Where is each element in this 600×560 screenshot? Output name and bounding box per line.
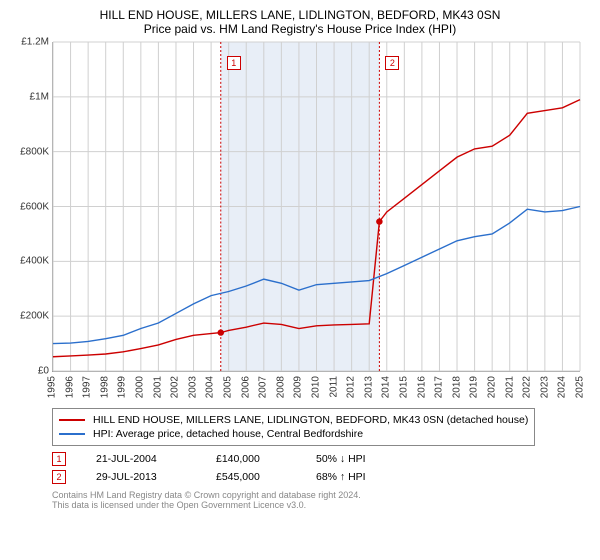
x-tick-label: 2014 bbox=[381, 376, 392, 398]
x-tick-label: 1995 bbox=[47, 376, 58, 398]
event-marker-2: 2 bbox=[52, 470, 66, 484]
y-tick-label: £0 bbox=[38, 366, 53, 377]
footer-attribution: Contains HM Land Registry data © Crown c… bbox=[52, 490, 588, 510]
legend-swatch-hpi bbox=[59, 433, 85, 435]
y-tick-label: £400K bbox=[20, 256, 53, 267]
x-tick-label: 1997 bbox=[82, 376, 93, 398]
x-tick-label: 2007 bbox=[258, 376, 269, 398]
x-tick-label: 2010 bbox=[311, 376, 322, 398]
x-tick-label: 2013 bbox=[363, 376, 374, 398]
y-tick-label: £800K bbox=[20, 146, 53, 157]
footer-line: This data is licensed under the Open Gov… bbox=[52, 500, 588, 510]
legend-label: HILL END HOUSE, MILLERS LANE, LIDLINGTON… bbox=[93, 414, 528, 426]
chart-area: £0£200K£400K£600K£800K£1M£1.2M 12 199519… bbox=[52, 42, 580, 402]
x-tick-label: 2011 bbox=[328, 376, 339, 398]
chart-subtitle: Price paid vs. HM Land Registry's House … bbox=[12, 22, 588, 36]
event-marker-2: 2 bbox=[385, 56, 399, 70]
x-tick-label: 2015 bbox=[399, 376, 410, 398]
y-tick-label: £1M bbox=[30, 91, 53, 102]
x-tick-label: 2024 bbox=[557, 376, 568, 398]
legend-swatch-price-paid bbox=[59, 419, 85, 421]
x-tick-label: 2004 bbox=[205, 376, 216, 398]
event-marker-1: 1 bbox=[227, 56, 241, 70]
x-tick-label: 2019 bbox=[469, 376, 480, 398]
event-delta: 50% ↓ HPI bbox=[316, 453, 416, 465]
x-tick-label: 2025 bbox=[575, 376, 586, 398]
legend-item-price-paid: HILL END HOUSE, MILLERS LANE, LIDLINGTON… bbox=[59, 413, 528, 427]
x-tick-label: 2002 bbox=[170, 376, 181, 398]
legend-label: HPI: Average price, detached house, Cent… bbox=[93, 428, 363, 440]
x-tick-label: 2001 bbox=[152, 376, 163, 398]
x-tick-label: 2017 bbox=[434, 376, 445, 398]
x-tick-label: 2020 bbox=[487, 376, 498, 398]
event-date: 29-JUL-2013 bbox=[96, 471, 186, 483]
legend-item-hpi: HPI: Average price, detached house, Cent… bbox=[59, 427, 528, 441]
events-table: 1 21-JUL-2004 £140,000 50% ↓ HPI 2 29-JU… bbox=[52, 450, 588, 486]
x-tick-label: 2022 bbox=[522, 376, 533, 398]
chart-title: HILL END HOUSE, MILLERS LANE, LIDLINGTON… bbox=[12, 8, 588, 22]
event-row: 1 21-JUL-2004 £140,000 50% ↓ HPI bbox=[52, 450, 588, 468]
x-tick-label: 2012 bbox=[346, 376, 357, 398]
footer-line: Contains HM Land Registry data © Crown c… bbox=[52, 490, 588, 500]
x-tick-label: 2005 bbox=[223, 376, 234, 398]
x-tick-label: 2018 bbox=[451, 376, 462, 398]
event-date: 21-JUL-2004 bbox=[96, 453, 186, 465]
x-tick-label: 2003 bbox=[187, 376, 198, 398]
event-delta: 68% ↑ HPI bbox=[316, 471, 416, 483]
x-axis-labels: 1995199619971998199920002001200220032004… bbox=[52, 372, 580, 402]
x-tick-label: 2023 bbox=[539, 376, 550, 398]
event-price: £140,000 bbox=[216, 453, 286, 465]
y-tick-label: £1.2M bbox=[21, 37, 53, 48]
x-tick-label: 1999 bbox=[117, 376, 128, 398]
event-marker-1: 1 bbox=[52, 452, 66, 466]
event-price: £545,000 bbox=[216, 471, 286, 483]
legend: HILL END HOUSE, MILLERS LANE, LIDLINGTON… bbox=[52, 408, 535, 446]
x-tick-label: 2021 bbox=[504, 376, 515, 398]
y-tick-label: £200K bbox=[20, 311, 53, 322]
x-tick-label: 2008 bbox=[275, 376, 286, 398]
x-tick-label: 1996 bbox=[64, 376, 75, 398]
plot-region: £0£200K£400K£600K£800K£1M£1.2M 12 bbox=[52, 42, 580, 372]
event-row: 2 29-JUL-2013 £545,000 68% ↑ HPI bbox=[52, 468, 588, 486]
x-tick-label: 2009 bbox=[293, 376, 304, 398]
y-tick-label: £600K bbox=[20, 201, 53, 212]
x-tick-label: 2000 bbox=[135, 376, 146, 398]
x-tick-label: 2006 bbox=[240, 376, 251, 398]
x-tick-label: 2016 bbox=[416, 376, 427, 398]
x-tick-label: 1998 bbox=[99, 376, 110, 398]
